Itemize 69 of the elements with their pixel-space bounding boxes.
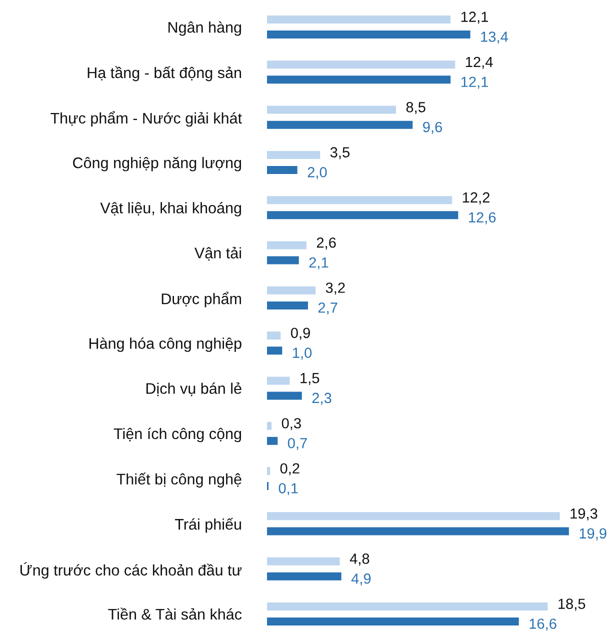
data-label: 4,8 [350, 554, 370, 566]
y-tick-label: Hạ tầng - bất động sản [88, 66, 242, 82]
data-label: 0,9 [290, 328, 310, 340]
data-label: 4,9 [351, 573, 371, 586]
data-label: 2,7 [318, 302, 338, 315]
bar [267, 120, 413, 129]
bar [267, 150, 320, 159]
bar [267, 30, 470, 39]
data-label: 1,0 [293, 348, 312, 360]
bar [267, 392, 302, 400]
y-tick-label: Ngân hàng [168, 21, 242, 36]
data-label: 12,1 [461, 76, 488, 89]
data-label: 2,0 [308, 167, 327, 180]
data-label: 12,2 [462, 192, 490, 204]
data-label: 13,4 [481, 32, 508, 44]
data-label: 1,5 [300, 373, 320, 385]
data-label: 2,6 [316, 237, 336, 250]
bar [267, 15, 451, 24]
bar [267, 241, 306, 250]
data-label: 0,2 [280, 463, 300, 476]
data-label: 19,3 [570, 508, 598, 520]
y-tick-label: Tiền & Tài sản khác [108, 608, 242, 620]
bar [267, 467, 270, 476]
data-label: 9,6 [423, 122, 442, 134]
y-tick-label: Thiết bị công nghệ [116, 472, 242, 488]
bar [267, 436, 278, 445]
bar [267, 376, 290, 385]
bar [267, 301, 308, 310]
bar [267, 422, 272, 430]
y-tick-label: Vận tải [194, 246, 241, 261]
y-tick-label: Dịch vụ bán lẻ [146, 382, 242, 396]
bar [267, 166, 298, 174]
data-label: 3,5 [330, 147, 350, 160]
bar [267, 106, 396, 114]
bar [267, 76, 451, 84]
data-label: 8,5 [406, 102, 426, 114]
y-tick-label: Ứng trước cho các khoản đầu tư [20, 562, 242, 579]
bar [267, 286, 316, 294]
bar [267, 512, 560, 520]
data-label: 0,3 [282, 418, 301, 430]
bar [267, 346, 282, 355]
bar [267, 557, 340, 566]
bar [267, 527, 569, 536]
y-tick-label: Trái phiếu [174, 518, 241, 533]
data-label: 16,6 [530, 618, 556, 631]
bar [267, 572, 342, 580]
data-label: 2,3 [312, 392, 332, 405]
bar [267, 602, 548, 610]
y-tick-label: Công nghiệp năng lượng [73, 156, 242, 172]
bar [267, 60, 456, 69]
data-label: 12,4 [466, 56, 493, 69]
data-label: 18,5 [558, 598, 586, 611]
bar [267, 196, 452, 204]
data-label: 0,7 [288, 438, 307, 450]
y-tick-label: Vật liệu, khai khoáng [100, 202, 242, 216]
y-tick-label: Dược phẩm [162, 292, 241, 308]
bar [267, 618, 519, 626]
data-label: 12,6 [469, 212, 496, 224]
y-tick-label: Hàng hóa công nghiệp [90, 337, 242, 352]
y-tick-label: Tiện ích công cộng [114, 428, 242, 442]
bar [267, 211, 458, 220]
data-label: 19,9 [580, 528, 606, 540]
data-label: 0,1 [278, 483, 298, 496]
y-tick-label: Thực phẩm - Nước giải khát [50, 111, 242, 127]
data-label: 12,1 [461, 12, 488, 24]
bar [267, 332, 281, 340]
bar [267, 256, 299, 264]
data-label: 2,1 [309, 257, 328, 270]
data-label: 3,2 [326, 282, 345, 295]
